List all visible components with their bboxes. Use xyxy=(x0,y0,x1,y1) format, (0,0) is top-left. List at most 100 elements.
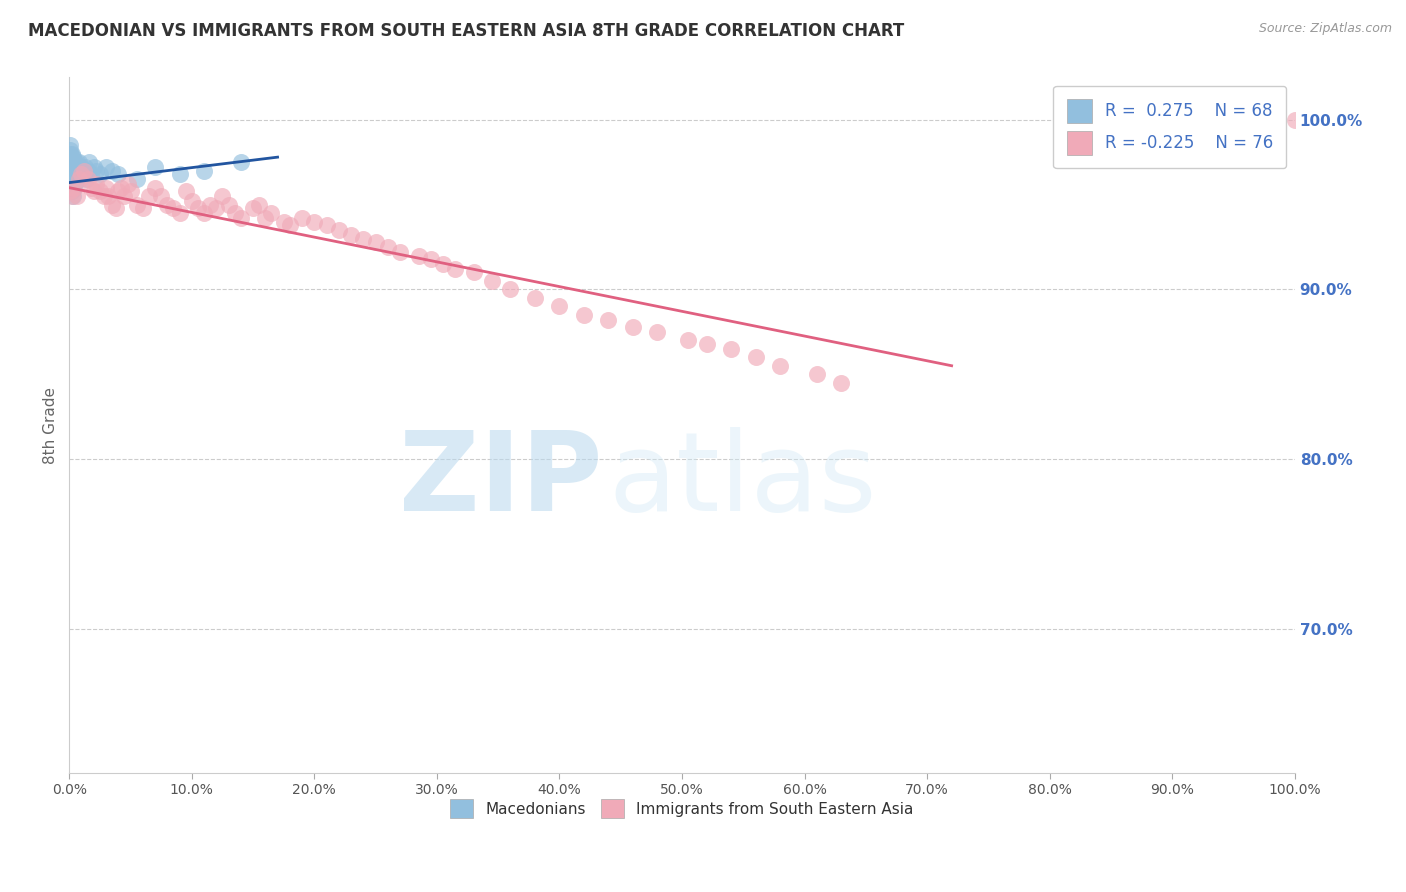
Point xyxy=(254,211,277,226)
Legend: Macedonians, Immigrants from South Eastern Asia: Macedonians, Immigrants from South Easte… xyxy=(444,793,920,824)
Point xyxy=(75,161,97,175)
Point xyxy=(198,197,221,211)
Point xyxy=(156,197,179,211)
Point xyxy=(481,274,503,288)
Point xyxy=(744,351,766,365)
Point xyxy=(101,197,124,211)
Point xyxy=(60,161,83,175)
Point xyxy=(499,282,522,296)
Point xyxy=(89,167,111,181)
Point xyxy=(150,189,173,203)
Point xyxy=(94,180,117,194)
Point xyxy=(242,201,264,215)
Point xyxy=(352,231,374,245)
Point xyxy=(143,180,166,194)
Point xyxy=(695,336,717,351)
Point xyxy=(65,167,87,181)
Point xyxy=(62,180,84,194)
Point xyxy=(59,180,82,194)
Point xyxy=(107,184,129,198)
Point xyxy=(304,214,326,228)
Point xyxy=(59,163,82,178)
Point xyxy=(278,218,301,232)
Point xyxy=(548,299,571,313)
Point xyxy=(59,146,82,161)
Point xyxy=(63,161,86,175)
Point xyxy=(63,180,86,194)
Point xyxy=(69,163,91,178)
Point xyxy=(93,189,115,203)
Point xyxy=(59,172,82,186)
Point xyxy=(62,189,84,203)
Point xyxy=(97,189,120,203)
Point xyxy=(260,206,283,220)
Point xyxy=(229,211,252,226)
Point xyxy=(218,197,240,211)
Point xyxy=(174,184,197,198)
Point xyxy=(169,167,191,181)
Point xyxy=(80,167,103,181)
Point xyxy=(60,167,83,181)
Point xyxy=(83,184,105,198)
Point xyxy=(62,172,84,186)
Point xyxy=(598,313,620,327)
Point xyxy=(59,184,82,198)
Point xyxy=(65,172,87,186)
Point xyxy=(193,206,215,220)
Point xyxy=(720,342,742,356)
Text: MACEDONIAN VS IMMIGRANTS FROM SOUTH EASTERN ASIA 8TH GRADE CORRELATION CHART: MACEDONIAN VS IMMIGRANTS FROM SOUTH EAST… xyxy=(28,22,904,40)
Point xyxy=(60,155,83,169)
Point xyxy=(65,155,87,169)
Point xyxy=(676,333,699,347)
Point xyxy=(364,235,387,249)
Point xyxy=(180,194,202,209)
Point xyxy=(377,240,399,254)
Point xyxy=(59,144,82,158)
Point xyxy=(60,180,83,194)
Point xyxy=(73,163,96,178)
Point xyxy=(621,319,644,334)
Point xyxy=(769,359,792,373)
Point xyxy=(65,163,87,178)
Point xyxy=(291,211,314,226)
Point xyxy=(162,201,184,215)
Point xyxy=(94,161,117,175)
Y-axis label: 8th Grade: 8th Grade xyxy=(44,386,58,464)
Point xyxy=(84,178,107,192)
Point xyxy=(205,201,228,215)
Point xyxy=(572,308,595,322)
Point xyxy=(224,206,246,220)
Text: Source: ZipAtlas.com: Source: ZipAtlas.com xyxy=(1258,22,1392,36)
Point xyxy=(169,206,191,220)
Point xyxy=(340,228,363,243)
Point xyxy=(59,150,82,164)
Point xyxy=(62,150,84,164)
Point xyxy=(273,214,295,228)
Point xyxy=(120,184,142,198)
Point xyxy=(463,265,485,279)
Point xyxy=(107,167,129,181)
Point xyxy=(76,172,98,186)
Point xyxy=(138,189,160,203)
Point xyxy=(647,325,669,339)
Point xyxy=(211,189,233,203)
Point xyxy=(63,155,86,169)
Point xyxy=(66,172,89,186)
Point xyxy=(408,248,430,262)
Point xyxy=(63,163,86,178)
Point xyxy=(83,161,105,175)
Point xyxy=(187,201,209,215)
Point xyxy=(76,163,98,178)
Point xyxy=(523,291,546,305)
Point xyxy=(444,262,467,277)
Point xyxy=(60,178,83,192)
Point xyxy=(830,376,852,390)
Point xyxy=(110,180,132,194)
Point xyxy=(60,150,83,164)
Point xyxy=(101,163,124,178)
Point xyxy=(70,167,93,181)
Point xyxy=(65,167,87,181)
Point xyxy=(143,161,166,175)
Point xyxy=(125,197,148,211)
Point xyxy=(419,252,441,266)
